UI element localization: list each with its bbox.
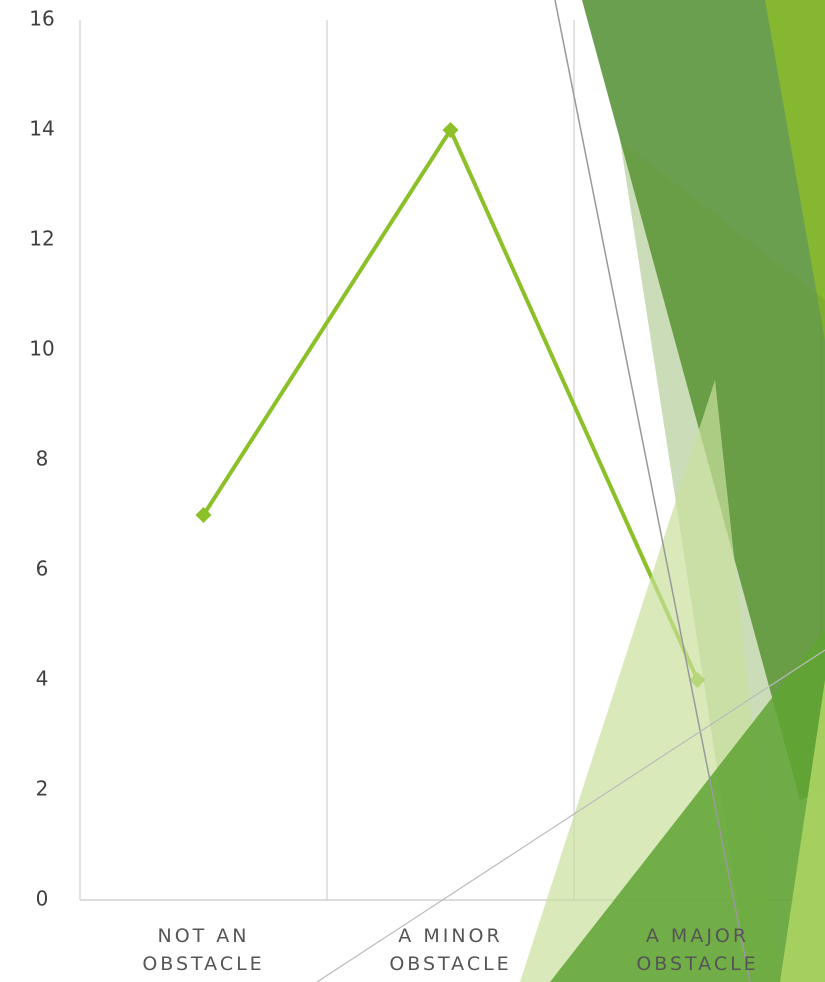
y-tick-label: 10 <box>29 337 54 361</box>
decoration <box>316 0 825 982</box>
y-tick-label: 4 <box>36 667 49 691</box>
y-tick-label: 12 <box>29 227 54 251</box>
decor-shape <box>780 680 825 982</box>
y-tick-label: 16 <box>29 7 54 31</box>
plot-area: 0 2 4 6 8 10 12 14 16 <box>29 7 822 911</box>
x-tick-label: A MAJOR OBSTACLE <box>636 925 759 975</box>
decor-shape <box>765 0 825 340</box>
y-tick-label: 0 <box>36 887 49 911</box>
decor-shape <box>550 630 825 982</box>
y-tick-label: 6 <box>36 557 49 581</box>
decor-shape <box>582 0 825 800</box>
data-point <box>442 122 459 138</box>
x-tick-label: A MINOR OBSTACLE <box>389 925 512 975</box>
y-tick-label: 14 <box>29 117 54 141</box>
data-line <box>201 128 700 681</box>
decor-line <box>554 0 751 982</box>
data-point <box>195 507 212 523</box>
decor-line <box>316 649 825 982</box>
x-tick-label: NOT AN OBSTACLE <box>142 925 265 975</box>
y-tick-label: 2 <box>36 777 49 801</box>
y-tick-label: 8 <box>36 447 49 471</box>
